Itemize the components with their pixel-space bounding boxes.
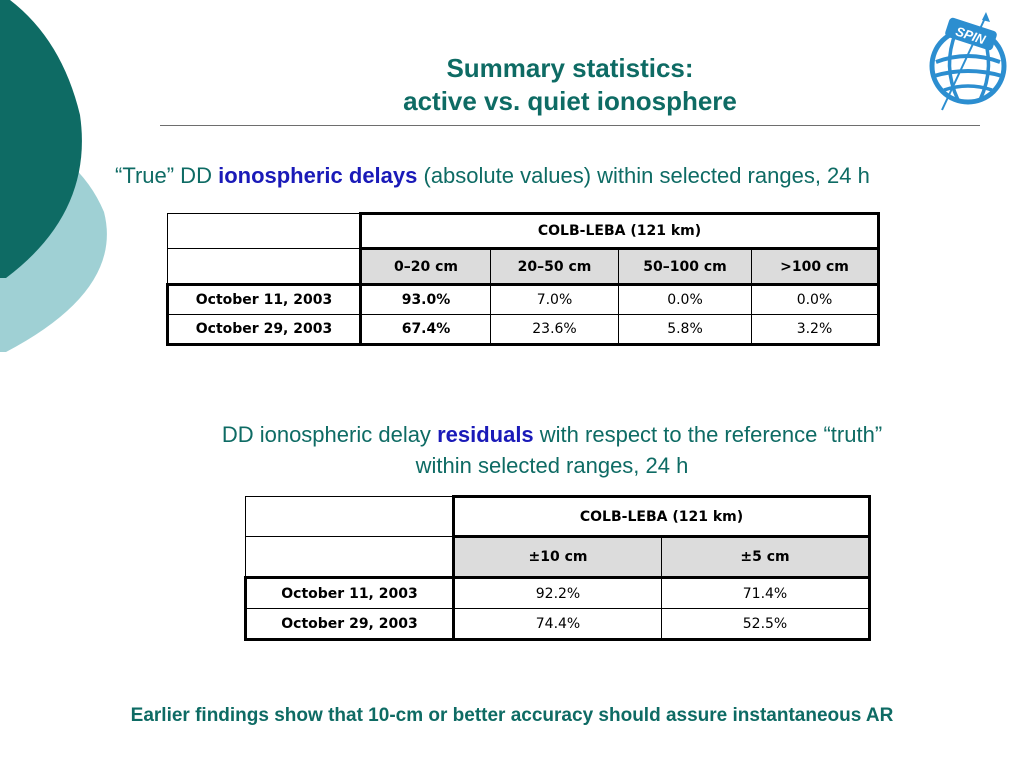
group-header-row: COLB-LEBA (121 km) — [167, 212, 880, 250]
section1-heading: “True” DD ionospheric delays (absolute v… — [115, 160, 1005, 191]
empty-corner-cell — [167, 213, 362, 249]
dark-teal-curve — [0, 0, 82, 278]
group-header-row: COLB-LEBA (121 km) — [245, 495, 871, 538]
table-cell: 93.0% — [360, 284, 491, 315]
row-label: October 11, 2003 — [244, 576, 455, 609]
empty-corner-cell — [245, 536, 455, 579]
row-label: October 29, 2003 — [244, 608, 455, 641]
table-cell: 74.4% — [453, 608, 662, 641]
table-cell: 3.2% — [751, 314, 880, 346]
section2-line-1: DD ionospheric delay residuals with resp… — [112, 419, 992, 450]
slide-title: Summary statistics: active vs. quiet ion… — [160, 52, 980, 118]
title-line-1: Summary statistics: — [446, 53, 694, 83]
column-header: ±5 cm — [661, 536, 871, 579]
row-label: October 11, 2003 — [166, 283, 362, 315]
table-cell: 71.4% — [661, 577, 871, 609]
section1-post: (absolute values) within selected ranges… — [417, 163, 870, 188]
title-line-2: active vs. quiet ionosphere — [403, 86, 737, 116]
footer-note: Earlier findings show that 10-cm or bett… — [130, 705, 894, 726]
table-row: October 29, 2003 74.4% 52.5% — [244, 608, 871, 641]
table-row: October 11, 2003 93.0% 7.0% 0.0% 0.0% — [166, 283, 880, 315]
section2-highlight: residuals — [437, 422, 534, 447]
title-divider — [160, 125, 980, 126]
table-cell: 67.4% — [360, 314, 491, 346]
column-header: 50–100 cm — [618, 248, 752, 286]
decorative-curves — [0, 0, 107, 352]
row-label: October 29, 2003 — [166, 314, 362, 346]
empty-corner-cell — [167, 248, 362, 286]
table-cell: 0.0% — [751, 284, 880, 315]
column-header: >100 cm — [751, 248, 880, 286]
column-header: 0–20 cm — [359, 248, 491, 286]
column-header: ±10 cm — [452, 536, 662, 579]
spin-logo: SPIN — [929, 12, 1007, 111]
table-cell: 52.5% — [661, 608, 871, 641]
empty-corner-cell — [245, 496, 455, 537]
table-cell: 0.0% — [618, 284, 752, 315]
table-cell: 92.2% — [453, 577, 662, 609]
residuals-table: COLB-LEBA (121 km) ±10 cm ±5 cm October … — [244, 495, 871, 641]
section1-highlight: ionospheric delays — [218, 163, 418, 188]
column-header-row: ±10 cm ±5 cm — [245, 536, 871, 579]
section2-heading: DD ionospheric delay residuals with resp… — [112, 419, 992, 481]
section2-post: with respect to the reference “truth” — [533, 422, 883, 447]
column-header-row: 0–20 cm 20–50 cm 50–100 cm >100 cm — [167, 248, 880, 286]
delays-table: COLB-LEBA (121 km) 0–20 cm 20–50 cm 50–1… — [166, 212, 880, 346]
table-cell: 23.6% — [490, 314, 619, 346]
section2-line-2: within selected ranges, 24 h — [415, 453, 689, 478]
section1-pre: “True” DD — [115, 163, 219, 188]
table-cell: 7.0% — [490, 284, 619, 315]
table-row: October 11, 2003 92.2% 71.4% — [244, 576, 871, 609]
table-row: October 29, 2003 67.4% 23.6% 5.8% 3.2% — [166, 314, 880, 346]
group-header: COLB-LEBA (121 km) — [452, 495, 871, 538]
table-cell: 5.8% — [618, 314, 752, 346]
group-header: COLB-LEBA (121 km) — [359, 212, 880, 250]
column-header: 20–50 cm — [490, 248, 619, 286]
section2-pre: DD ionospheric delay — [221, 422, 438, 447]
